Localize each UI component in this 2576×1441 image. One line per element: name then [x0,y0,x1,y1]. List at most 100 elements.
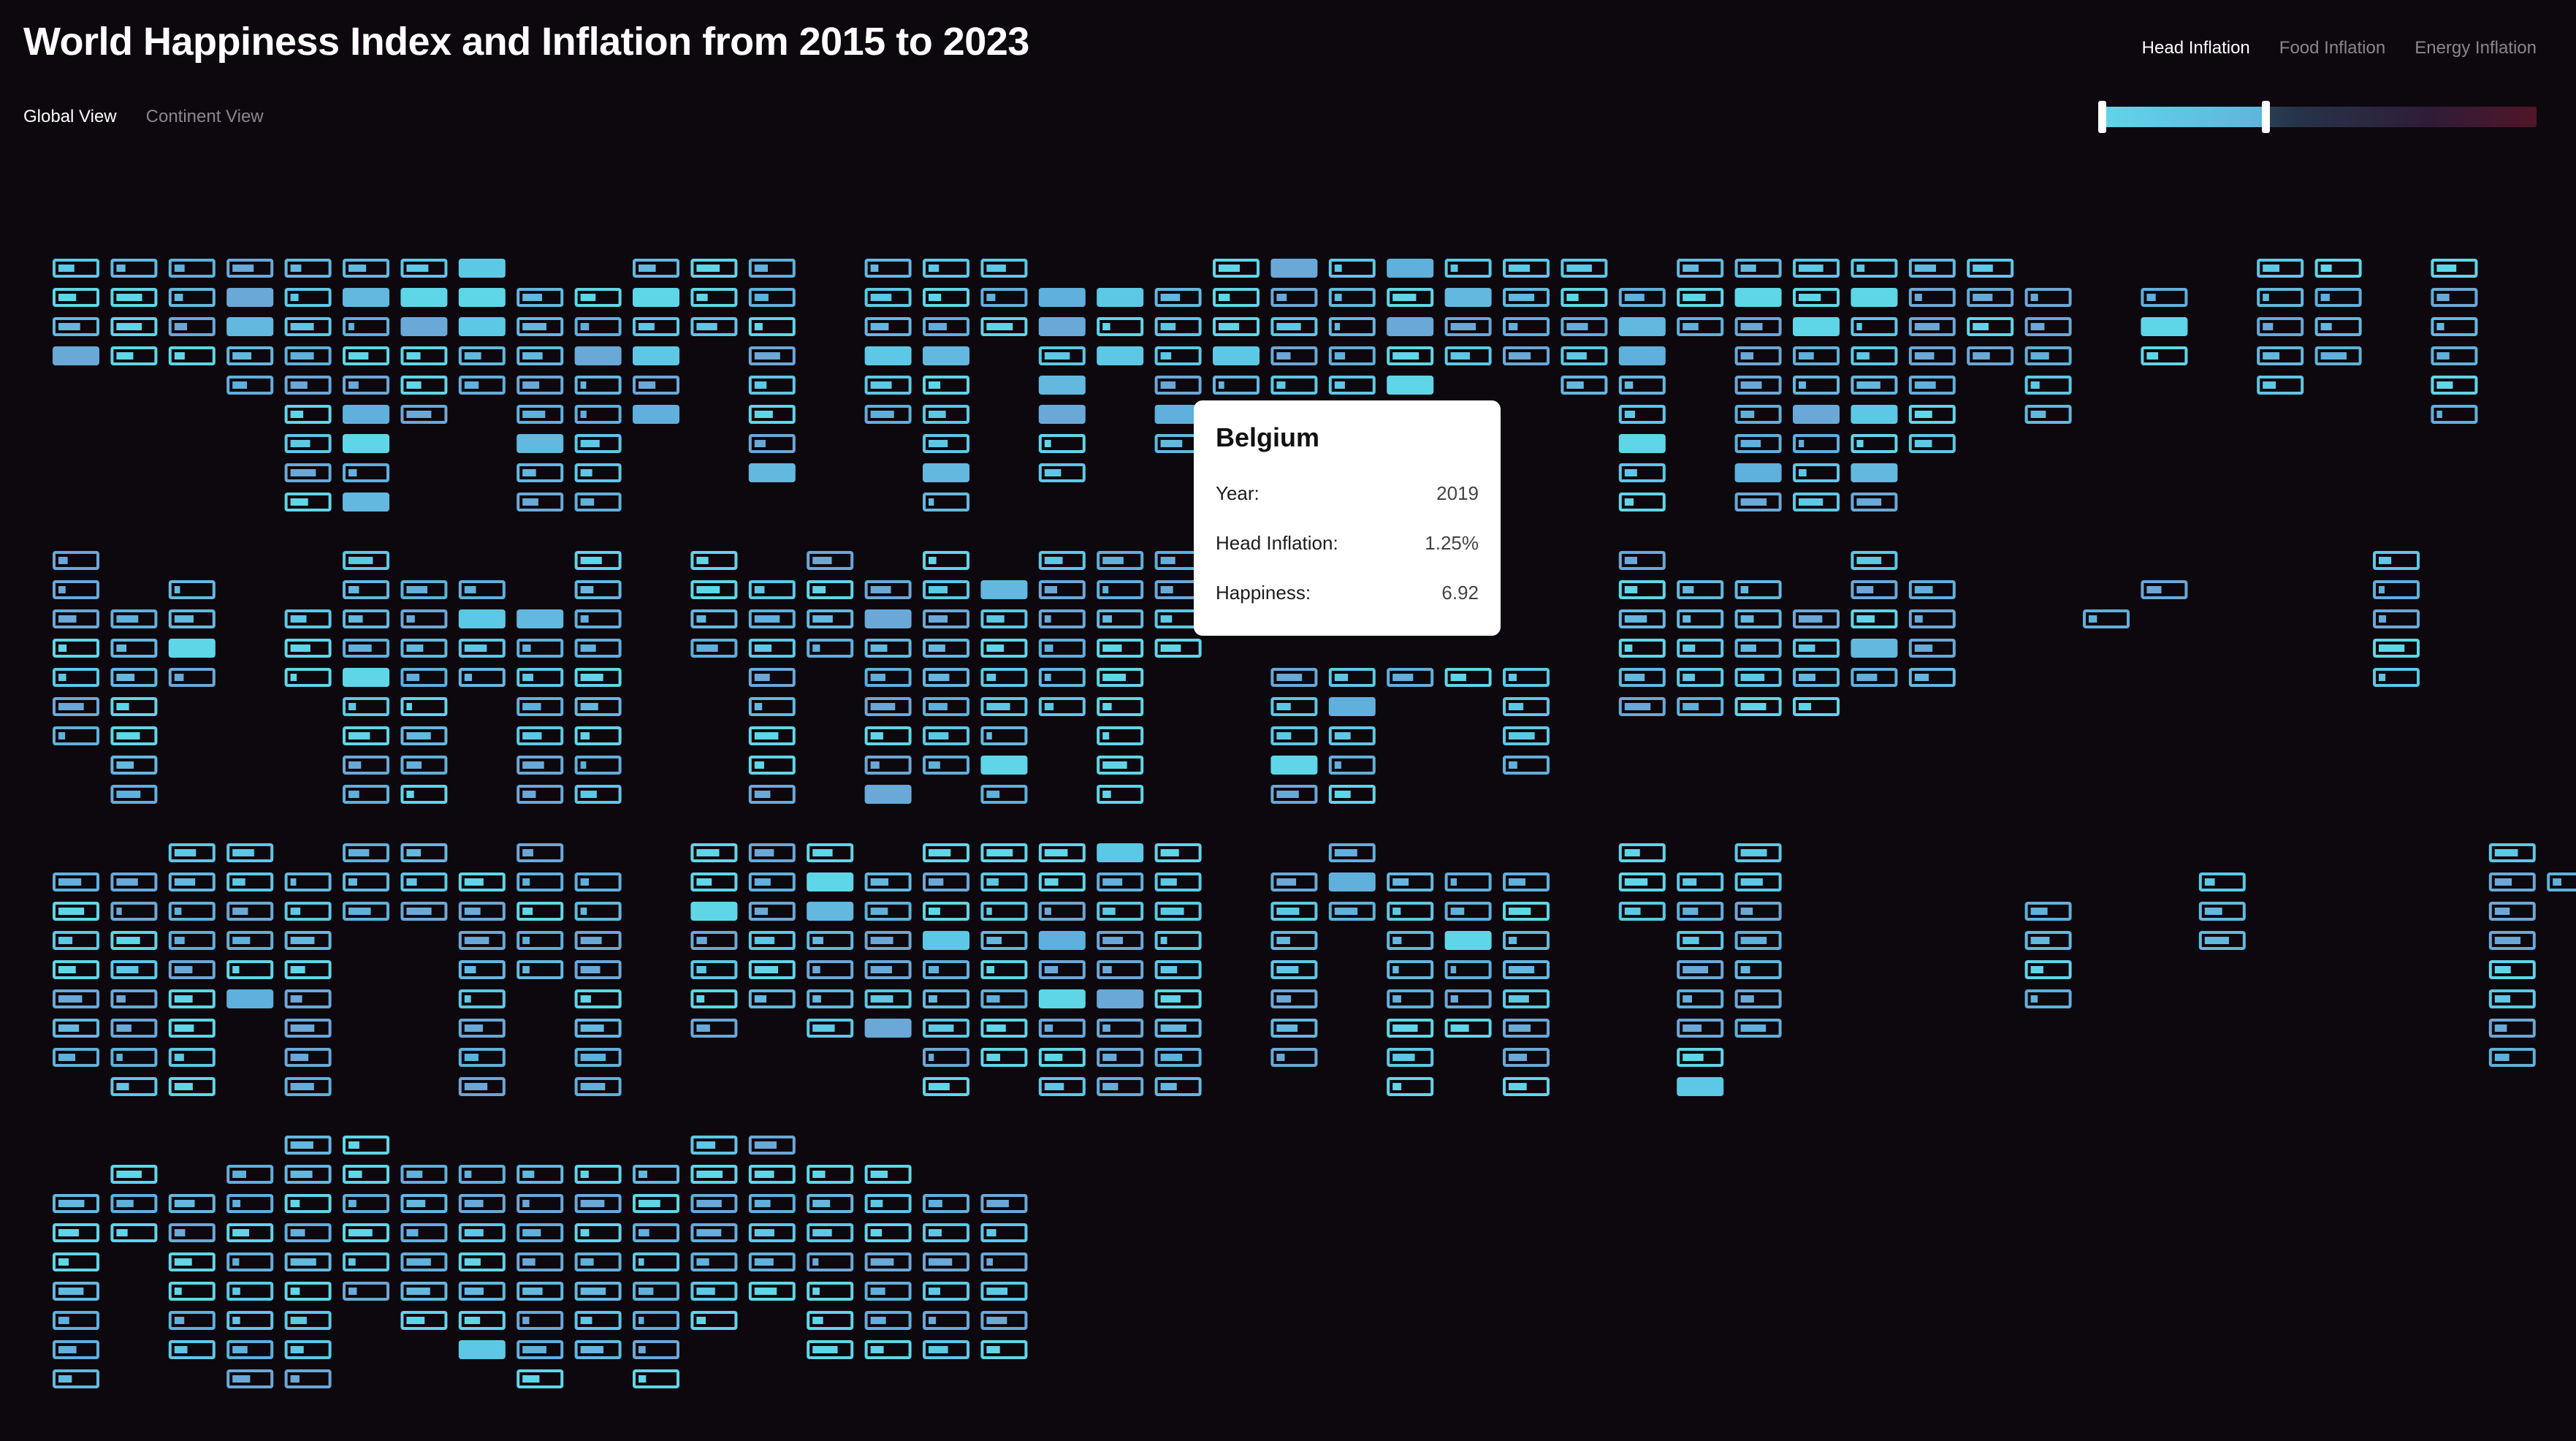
country-year-cell[interactable] [1677,697,1724,716]
country-year-cell[interactable] [1503,1048,1550,1067]
country-year-cell[interactable] [1677,1077,1724,1096]
country-year-cell[interactable] [110,639,158,658]
country-year-cell[interactable] [110,960,158,979]
country-year-cell[interactable] [2314,317,2362,336]
country-year-cell[interactable] [1387,317,1434,336]
country-year-cell[interactable] [574,1311,622,1330]
country-year-cell[interactable] [980,317,1028,336]
country-year-cell[interactable] [400,288,448,307]
country-year-cell[interactable] [110,288,158,307]
country-year-cell[interactable] [980,1282,1028,1301]
country-year-cell[interactable] [1908,668,1956,687]
country-year-cell[interactable] [807,639,854,658]
country-year-cell[interactable] [458,1252,506,1271]
country-year-cell[interactable] [53,668,99,687]
country-year-cell[interactable] [1793,668,1840,687]
country-year-cell[interactable] [1561,346,1608,365]
country-year-cell[interactable] [1387,989,1434,1008]
country-year-cell[interactable] [284,405,332,424]
country-year-cell[interactable] [168,902,216,921]
country-year-cell[interactable] [690,317,738,336]
country-year-cell[interactable] [864,1282,912,1301]
country-year-cell[interactable] [2488,843,2536,862]
country-year-cell[interactable] [633,1340,679,1359]
country-year-cell[interactable] [284,288,332,307]
country-year-cell[interactable] [980,668,1028,687]
country-year-cell[interactable] [284,1048,332,1067]
country-year-cell[interactable] [168,989,216,1008]
country-year-cell[interactable] [923,1077,969,1096]
country-year-cell[interactable] [1444,931,1492,950]
country-year-cell[interactable] [807,1282,854,1301]
country-year-cell[interactable] [1734,989,1782,1008]
country-year-cell[interactable] [1154,931,1202,950]
country-year-cell[interactable] [1503,756,1550,775]
country-year-cell[interactable] [1038,609,1086,628]
country-year-cell[interactable] [1734,843,1782,862]
country-year-cell[interactable] [458,580,506,599]
country-year-cell[interactable] [284,989,332,1008]
country-year-cell[interactable] [1270,668,1318,687]
country-year-cell[interactable] [980,1019,1028,1038]
country-year-cell[interactable] [1503,960,1550,979]
country-year-cell[interactable] [2024,317,2072,336]
country-year-cell[interactable] [1677,580,1724,599]
country-year-cell[interactable] [2431,288,2478,307]
country-year-cell[interactable] [1387,1077,1434,1096]
country-year-cell[interactable] [458,1019,506,1038]
country-year-cell[interactable] [226,872,274,891]
country-year-cell[interactable] [1038,434,1086,453]
country-year-cell[interactable] [2431,259,2478,278]
country-year-cell[interactable] [633,1369,679,1388]
country-year-cell[interactable] [923,1223,969,1242]
country-year-cell[interactable] [343,1282,389,1301]
country-year-cell[interactable] [1038,288,1086,307]
country-year-cell[interactable] [633,1282,679,1301]
country-year-cell[interactable] [2257,376,2304,395]
country-year-cell[interactable] [574,1019,622,1038]
country-year-cell[interactable] [1734,960,1782,979]
country-year-cell[interactable] [864,668,912,687]
country-year-cell[interactable] [1270,1019,1318,1038]
country-year-cell[interactable] [864,609,912,628]
country-year-cell[interactable] [1677,668,1724,687]
country-year-cell[interactable] [400,726,448,745]
country-year-cell[interactable] [400,756,448,775]
country-year-cell[interactable] [1328,756,1376,775]
country-year-cell[interactable] [168,960,216,979]
country-year-cell[interactable] [168,1223,216,1242]
country-year-cell[interactable] [1154,1077,1202,1096]
country-year-cell[interactable] [2024,288,2072,307]
country-year-cell[interactable] [2488,1048,2536,1067]
country-year-cell[interactable] [864,960,912,979]
country-year-cell[interactable] [1503,317,1550,336]
country-year-cell[interactable] [110,872,158,891]
country-year-cell[interactable] [1387,931,1434,950]
country-year-cell[interactable] [343,668,389,687]
country-year-cell[interactable] [1097,960,1144,979]
country-year-cell[interactable] [168,1194,216,1213]
country-year-cell[interactable] [1038,551,1086,570]
country-year-cell[interactable] [690,288,738,307]
country-year-cell[interactable] [343,288,389,307]
country-year-cell[interactable] [864,405,912,424]
country-year-cell[interactable] [1387,960,1434,979]
country-year-cell[interactable] [1328,346,1376,365]
country-year-cell[interactable] [1734,346,1782,365]
country-year-cell[interactable] [1154,639,1202,658]
country-year-cell[interactable] [110,259,158,278]
country-year-cell[interactable] [1851,493,1898,512]
country-year-cell[interactable] [1967,317,2014,336]
country-year-cell[interactable] [400,872,448,891]
country-year-cell[interactable] [923,288,969,307]
country-year-cell[interactable] [517,1340,564,1359]
country-year-cell[interactable] [690,1019,738,1038]
country-year-cell[interactable] [1097,1048,1144,1067]
country-year-cell[interactable] [1097,551,1144,570]
country-year-cell[interactable] [343,463,389,482]
country-year-cell[interactable] [226,1369,274,1388]
country-year-cell[interactable] [110,346,158,365]
country-year-cell[interactable] [1677,960,1724,979]
country-year-cell[interactable] [1618,843,1666,862]
country-year-cell[interactable] [1097,317,1144,336]
